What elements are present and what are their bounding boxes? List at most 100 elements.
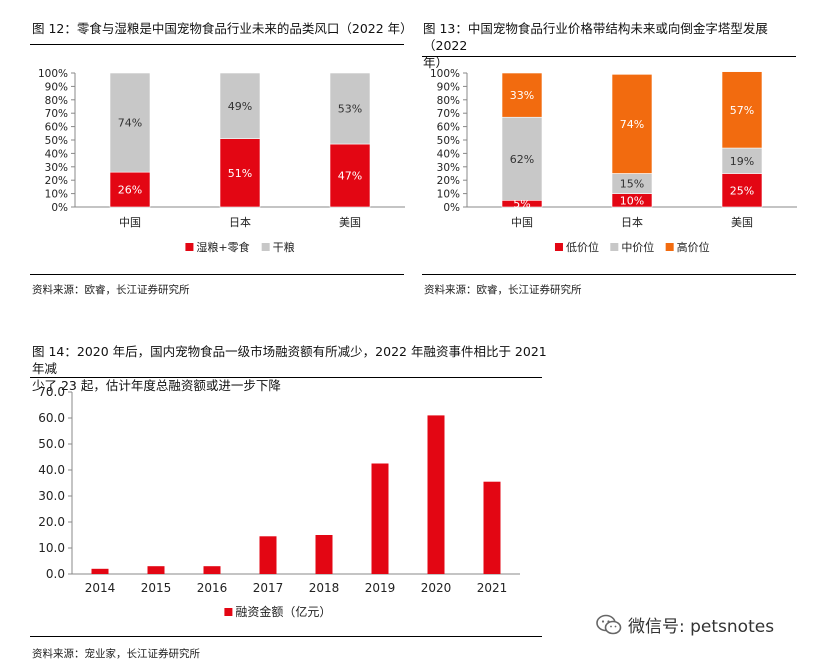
fig14-bar	[483, 481, 501, 574]
fig13-y-tick-label: 10%	[437, 189, 460, 201]
fig14-bar	[259, 536, 277, 574]
fig12-source: 资料来源：欧睿，长江证券研究所	[32, 284, 190, 296]
fig13-data-label: 10%	[620, 194, 644, 207]
fig13-data-label: 5%	[513, 198, 530, 211]
fig13-title: 图 13：中国宠物食品行业价格带结构未来或向倒金字塔型发展（2022 年）	[423, 20, 803, 71]
watermark: 微信号: petsnotes	[596, 612, 774, 637]
fig14-x-tick-label: 2021	[477, 581, 508, 595]
fig12-y-tick-label: 40%	[45, 148, 68, 160]
fig12-data-label: 26%	[118, 184, 142, 197]
fig12-y-tick-label: 50%	[45, 135, 68, 147]
fig13-bar	[501, 116, 543, 201]
fig12-title: 图 12：零食与湿粮是中国宠物食品行业未来的品类风口（2022 年）	[32, 21, 413, 36]
fig14-x-tick-label: 2019	[365, 581, 396, 595]
fig12-data-label: 53%	[338, 103, 362, 116]
fig13-bottom-rule	[422, 274, 796, 275]
fig13-y-tick-label: 40%	[437, 148, 460, 160]
fig13-y-tick-label: 50%	[437, 135, 460, 147]
fig14-title-line2: 少了 23 起，估计年度总融资额或进一步下降	[32, 378, 281, 393]
fig14-title-line1: 图 14：2020 年后，国内宠物食品一级市场融资额有所减少，2022 年融资事…	[32, 344, 547, 376]
fig14-y-tick-label: 20.0	[38, 515, 65, 529]
fig13-x-tick-label: 日本	[621, 215, 643, 229]
fig12-bar	[329, 143, 371, 208]
fig13-x-tick-label: 中国	[511, 216, 533, 229]
fig12-bar	[329, 72, 371, 145]
fig12-top-rule	[30, 44, 404, 45]
fig13-y-tick-label: 90%	[437, 81, 460, 93]
fig12-legend-label: 湿粮+零食	[196, 240, 249, 254]
fig12-x-tick-label: 中国	[119, 216, 141, 229]
fig14-y-tick-label: 10.0	[38, 541, 65, 555]
fig13-top-rule	[422, 56, 796, 57]
fig14-y-tick-label: 30.0	[38, 489, 65, 503]
fig14-y-tick-label: 0.0	[46, 567, 65, 581]
fig13-legend-label: 中价位	[621, 240, 654, 254]
fig14-legend-swatch	[224, 608, 233, 616]
fig13-bar	[611, 74, 653, 174]
fig13-data-label: 25%	[730, 184, 754, 197]
fig13-data-label: 33%	[510, 89, 534, 102]
fig12-data-label: 51%	[228, 167, 252, 180]
fig12-bar	[219, 138, 261, 208]
fig12-legend-label: 干粮	[273, 240, 295, 254]
fig13-data-label: 62%	[510, 153, 534, 166]
fig14-bar	[203, 566, 221, 574]
fig13-source: 资料来源：欧睿，长江证券研究所	[424, 284, 582, 296]
fig13-data-label: 74%	[620, 118, 644, 131]
fig14-y-tick-label: 50.0	[38, 437, 65, 451]
fig14-top-rule	[30, 377, 542, 378]
wechat-icon	[596, 614, 622, 634]
fig14-x-tick-label: 2018	[309, 581, 340, 595]
fig14-bar	[315, 535, 333, 574]
fig12-bottom-rule	[30, 274, 404, 275]
fig13-y-tick-label: 70%	[437, 108, 460, 120]
fig12-y-tick-label: 70%	[45, 108, 68, 120]
fig12-y-tick-label: 60%	[45, 122, 68, 134]
fig13-bar	[501, 72, 543, 118]
fig12-y-tick-label: 10%	[45, 189, 68, 201]
fig13-y-tick-label: 60%	[437, 122, 460, 134]
fig13-legend-swatch	[554, 243, 563, 251]
fig13-legend-label: 低价位	[566, 240, 599, 254]
fig12-y-tick-label: 20%	[45, 175, 68, 187]
fig14-x-tick-label: 2017	[253, 581, 284, 595]
fig14-legend-label: 融资金额（亿元）	[235, 604, 331, 619]
fig13-legend-swatch	[610, 243, 619, 251]
fig14-title: 图 14：2020 年后，国内宠物食品一级市场融资额有所减少，2022 年融资事…	[32, 343, 562, 394]
fig14-bar	[91, 568, 109, 574]
fig13-data-label: 19%	[730, 155, 754, 168]
fig14-x-tick-label: 2015	[141, 581, 172, 595]
fig12-y-tick-label: 30%	[45, 162, 68, 174]
fig12-x-tick-label: 日本	[229, 215, 251, 229]
fig12-bar	[109, 72, 151, 173]
fig12-data-label: 74%	[118, 117, 142, 130]
fig13-y-tick-label: 20%	[437, 175, 460, 187]
fig12-y-tick-label: 80%	[45, 95, 68, 107]
fig13-title-line1: 图 13：中国宠物食品行业价格带结构未来或向倒金字塔型发展（2022	[423, 21, 768, 53]
fig14-x-tick-label: 2014	[85, 581, 116, 595]
fig14-source: 资料来源：宠业家，长江证券研究所	[32, 648, 200, 660]
fig12-x-tick-label: 美国	[339, 216, 361, 229]
fig14-bar	[147, 566, 165, 574]
fig13-legend-swatch	[665, 243, 674, 251]
fig12-y-tick-label: 90%	[45, 81, 68, 93]
fig14-bar	[371, 463, 389, 574]
fig12-bar	[219, 72, 261, 139]
watermark-text: 微信号: petsnotes	[628, 617, 775, 637]
fig13-title-line2: 年）	[423, 55, 449, 70]
fig13-y-tick-label: 0%	[443, 202, 460, 214]
fig13-x-tick-label: 美国	[731, 216, 753, 229]
fig13-bar	[721, 71, 763, 149]
fig14-x-tick-label: 2020	[421, 581, 452, 595]
fig13-data-label: 15%	[620, 178, 644, 191]
fig14-bottom-rule	[30, 636, 542, 637]
fig13-bar	[721, 147, 763, 174]
fig12-y-tick-label: 100%	[38, 68, 68, 80]
fig14-y-tick-label: 70.0	[38, 385, 65, 399]
fig14-bar	[427, 415, 445, 574]
fig13-y-tick-label: 80%	[437, 95, 460, 107]
fig12-legend-swatch	[261, 243, 270, 251]
fig12-data-label: 49%	[228, 100, 252, 113]
fig13-y-tick-label: 30%	[437, 162, 460, 174]
